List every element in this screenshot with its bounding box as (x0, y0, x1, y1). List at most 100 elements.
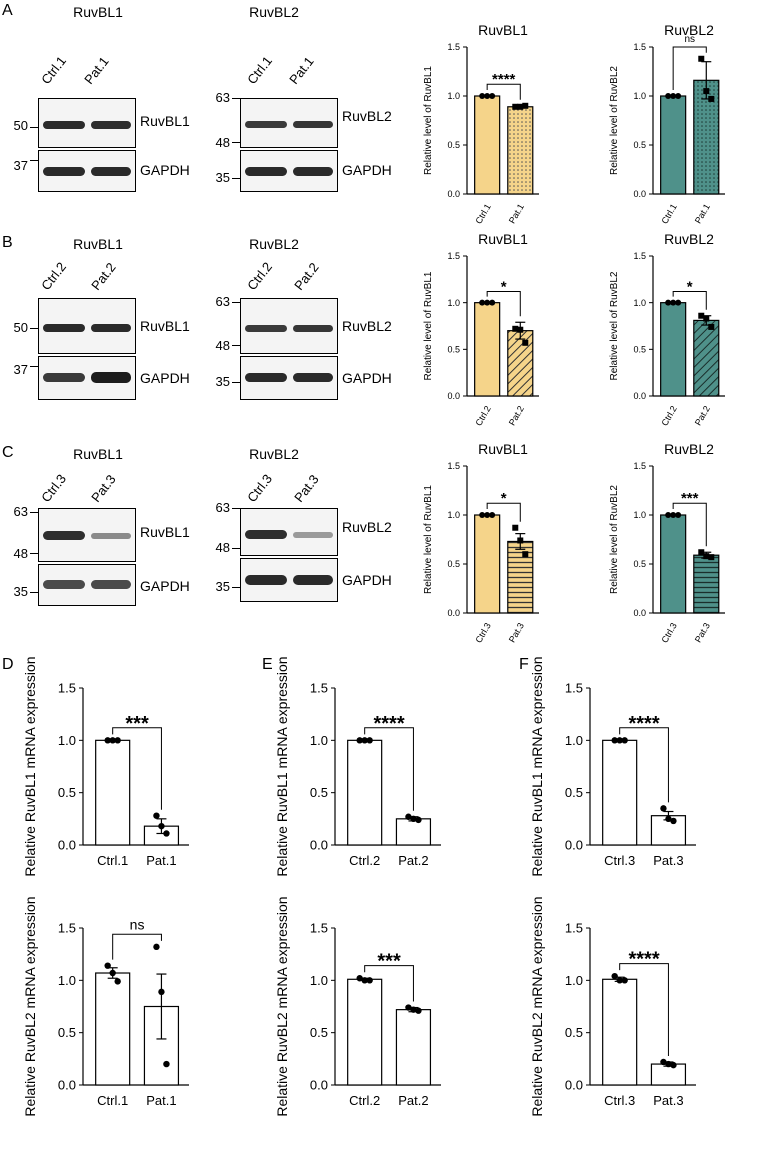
blot-band (43, 580, 85, 589)
significance-label: * (687, 278, 693, 295)
blot-band (293, 325, 333, 332)
data-point (479, 93, 486, 99)
y-tick-label: 0.0 (447, 608, 460, 618)
significance-bracket (672, 46, 707, 90)
blot-title-ruvbl2: RuvBL2 (249, 4, 299, 20)
y-tick-label: 1.5 (633, 42, 646, 52)
blot-band (245, 530, 287, 539)
mw-marker: 63 (215, 90, 230, 105)
x-tick-label: Pat.3 (507, 621, 526, 644)
significance-bracket (619, 727, 669, 803)
x-tick-label: Pat.1 (507, 202, 526, 225)
loading-label: GAPDH (342, 162, 392, 178)
blot-ruvbl1 (38, 98, 136, 148)
data-point (611, 737, 618, 744)
y-tick-label: 1.5 (58, 681, 76, 696)
x-tick-label: Pat.2 (693, 404, 712, 427)
data-point (670, 93, 677, 99)
loading-label: GAPDH (140, 162, 190, 178)
blot-title-ruvbl1: RuvBL1 (73, 4, 123, 20)
y-tick-label: 0.0 (565, 838, 583, 853)
data-point (104, 962, 111, 969)
data-point (616, 737, 623, 744)
data-point (621, 977, 628, 984)
blot-band (91, 121, 131, 129)
panel-label-b: B (2, 234, 13, 251)
data-point (670, 512, 677, 518)
mw-marker: 63 (215, 294, 230, 309)
mw-marker: 63 (13, 504, 28, 519)
data-point (522, 339, 529, 346)
y-tick-label: 1.0 (58, 973, 76, 988)
significance-bracket (364, 965, 414, 1002)
blot-band (91, 533, 131, 539)
data-point (415, 1007, 422, 1014)
bar (95, 739, 131, 846)
y-tick-label: 1.0 (633, 91, 646, 101)
panel-label-d: D (2, 656, 14, 673)
mw-marker: 48 (13, 546, 28, 561)
y-axis-label: Relative RuvBL1 mRNA expression (22, 656, 38, 876)
y-axis-label: Relative level of RuvBL2 (609, 271, 620, 380)
data-point (410, 815, 417, 823)
y-tick-label: 0.5 (565, 785, 583, 800)
data-point (366, 977, 373, 984)
x-tick-label: Pat.2 (398, 853, 428, 868)
data-point (512, 325, 519, 332)
loading-label: GAPDH (140, 370, 190, 386)
blot-band (43, 373, 85, 382)
y-tick-label: 1.0 (565, 973, 583, 988)
mw-tick (30, 553, 38, 554)
mw-marker: 37 (13, 158, 28, 173)
blot-title-ruvbl1: RuvBL1 (73, 236, 123, 252)
mw-tick (232, 142, 240, 143)
y-axis-label: Relative level of RuvBL1 (423, 66, 434, 175)
blot-band (245, 575, 287, 585)
y-tick-label: 1.0 (447, 91, 460, 101)
x-tick-label: Ctrl.1 (659, 202, 678, 226)
blot-gapdh (240, 150, 338, 192)
bar (474, 95, 501, 195)
y-tick-label: 0.0 (633, 391, 646, 401)
blot-title-ruvbl2: RuvBL2 (249, 446, 299, 462)
x-tick-label: Ctrl.3 (604, 1093, 635, 1108)
y-tick-label: 1.5 (447, 461, 460, 471)
y-tick-label: 0.0 (58, 838, 76, 853)
y-tick-label: 0.5 (633, 140, 646, 150)
mw-tick (232, 382, 240, 383)
bar (660, 302, 687, 397)
x-tick-label: Ctrl.1 (473, 202, 492, 226)
data-point (698, 312, 705, 319)
blot-ruvbl1 (38, 298, 136, 354)
y-tick-label: 0.5 (310, 785, 328, 800)
x-tick-label: Ctrl.2 (659, 404, 678, 428)
data-point (158, 822, 165, 830)
panel-label-c: C (2, 444, 14, 461)
chart-title: RuvBL1 (478, 22, 528, 38)
blot-band (293, 373, 333, 382)
data-point (517, 537, 524, 544)
significance-bracket (672, 290, 707, 310)
y-tick-label: 1.0 (310, 733, 328, 748)
y-tick-label: 0.5 (633, 559, 646, 569)
mw-marker: 48 (215, 338, 230, 353)
panel-label-e: E (262, 656, 273, 673)
significance-label: **** (628, 949, 659, 971)
bar (660, 95, 687, 195)
y-tick-label: 0.5 (633, 344, 646, 354)
mw-tick (232, 548, 240, 549)
data-point (512, 524, 519, 531)
mw-tick (232, 178, 240, 179)
blot-band (245, 167, 287, 176)
y-tick-label: 1.5 (633, 461, 646, 471)
x-tick-label: Ctrl.2 (349, 1093, 380, 1108)
data-point (114, 978, 121, 985)
y-tick-label: 0.5 (447, 140, 460, 150)
blot-band (293, 532, 333, 538)
x-tick-label: Ctrl.3 (659, 621, 678, 645)
y-tick-label: 0.0 (447, 391, 460, 401)
y-tick-label: 1.5 (633, 251, 646, 261)
bar (693, 319, 720, 397)
x-tick-label: Pat.3 (653, 853, 683, 868)
data-point (410, 1006, 417, 1013)
